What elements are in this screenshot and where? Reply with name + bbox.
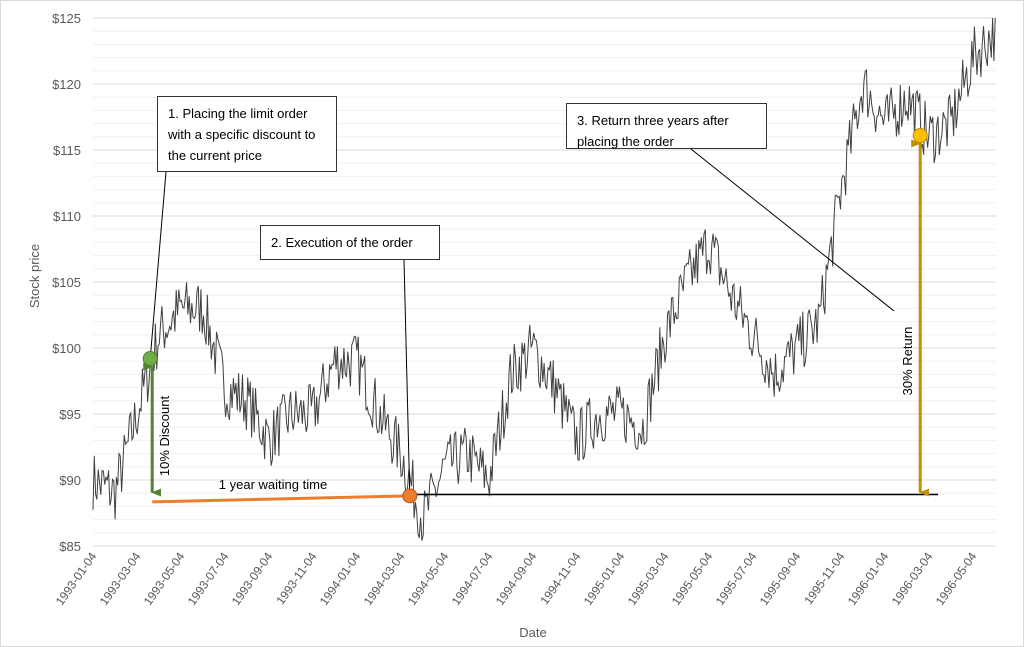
x-axis-title: Date [519, 625, 546, 640]
annotation-box-placing-order: 1. Placing the limit order with a specif… [157, 96, 337, 172]
discount-label: 10% Discount [157, 396, 172, 477]
annotation-text: 2. Execution of the order [271, 235, 413, 250]
y-tick-label: $100 [52, 341, 81, 356]
order-placed-marker [142, 351, 158, 367]
x-tick-label: 1996-05-04 [933, 549, 980, 608]
annotation-box-execution: 2. Execution of the order [260, 225, 440, 260]
x-tick-label: 1994-01-04 [317, 549, 364, 608]
annotation-text: 3. Return three years after placing the … [577, 113, 729, 149]
y-tick-label: $125 [52, 11, 81, 26]
x-tick-label: 1994-03-04 [361, 549, 408, 608]
x-tick-label: 1993-09-04 [229, 549, 276, 608]
return-label: 30% Return [900, 327, 915, 396]
y-tick-label: $85 [59, 539, 81, 554]
leader-line [149, 171, 167, 359]
leader-line [403, 259, 411, 496]
leader-line [690, 148, 895, 312]
y-tick-label: $115 [53, 143, 81, 158]
order-executed-marker [402, 488, 418, 504]
x-tick-label: 1994-09-04 [493, 549, 540, 608]
x-tick-label: 1994-05-04 [405, 549, 452, 608]
waiting-time-label: 1 year waiting time [219, 477, 327, 492]
x-tick-label: 1993-03-04 [97, 549, 144, 608]
x-tick-label: 1996-01-04 [845, 549, 892, 608]
x-tick-label: 1993-01-04 [53, 549, 100, 608]
y-tick-label: $120 [52, 77, 81, 92]
waiting-time-line [152, 494, 410, 504]
x-tick-label: 1995-11-04 [801, 549, 847, 607]
x-tick-label: 1995-01-04 [581, 549, 628, 608]
x-tick-label: 1993-11-04 [273, 549, 319, 607]
x-tick-label: 1995-09-04 [757, 549, 804, 608]
x-tick-label: 1995-05-04 [669, 549, 716, 608]
y-tick-label: $105 [52, 275, 81, 290]
y-axis-title: Stock price [27, 244, 42, 308]
x-tick-label: 1994-07-04 [449, 549, 496, 608]
price-line [92, 17, 996, 541]
x-tick-label: 1993-05-04 [141, 549, 188, 608]
x-tick-label: 1996-03-04 [889, 549, 936, 608]
x-tick-label: 1995-03-04 [625, 549, 672, 608]
x-tick-label: 1995-07-04 [713, 549, 760, 608]
annotation-text: 1. Placing the limit order with a specif… [168, 106, 316, 163]
annotation-box-return: 3. Return three years after placing the … [566, 103, 767, 149]
y-tick-label: $90 [59, 473, 81, 488]
x-tick-label: 1993-07-04 [185, 549, 232, 608]
x-tick-label: 1994-11-04 [537, 549, 583, 607]
return-marker [912, 127, 928, 143]
y-tick-label: $95 [59, 407, 81, 422]
y-tick-label: $110 [53, 209, 81, 224]
